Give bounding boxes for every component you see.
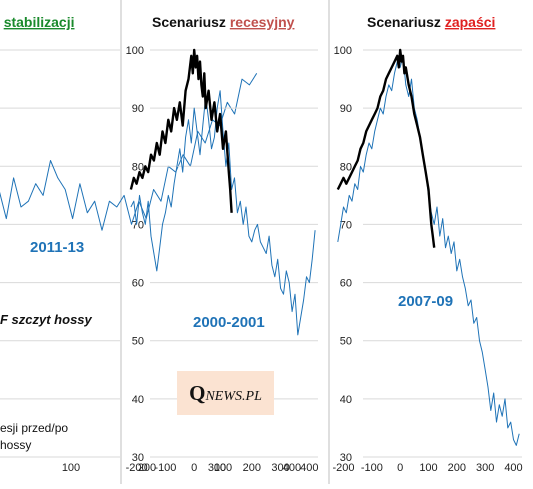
y-tick-label: 30	[340, 452, 352, 464]
peak-note: F szczyt hossy	[0, 312, 93, 327]
x-tick-label: 200	[243, 462, 261, 474]
chart-title-prefix: Scenariusz	[367, 14, 445, 30]
y-tick-label: 100	[334, 45, 352, 57]
y-tick-label: 70	[132, 219, 144, 231]
x-tick-label: 100	[419, 462, 437, 474]
series-thick-line	[336, 48, 436, 248]
x-tick-label: 200	[138, 462, 156, 474]
watermark-logo: QNEWS.PL	[177, 371, 274, 415]
x-tick-label: -200	[126, 462, 148, 474]
y-tick-label: 50	[340, 336, 352, 348]
y-tick-label: 90	[132, 103, 144, 115]
period-label: 2000-2001	[193, 314, 265, 331]
x-tick-label: 300	[476, 462, 494, 474]
x-tick-label: 400	[504, 462, 522, 474]
y-tick-label: 60	[340, 278, 352, 290]
legend-text-line2: hossy	[0, 438, 31, 452]
chart-title-highlight: stabilizacji	[4, 14, 75, 30]
x-tick-label: 100	[214, 462, 232, 474]
x-tick-label: 400	[283, 462, 301, 474]
chart-title-highlight: recesyjny	[230, 14, 295, 30]
y-tick-label: 50	[132, 336, 144, 348]
period-label: 2007-09	[398, 293, 453, 310]
x-tick-label: 0	[191, 462, 197, 474]
y-tick-label: 30	[132, 452, 144, 464]
chart-title-highlight: zapaści	[445, 14, 496, 30]
x-tick-label: 200	[448, 462, 466, 474]
x-tick-label: 0	[397, 462, 403, 474]
chart-title-prefix: Scenariusz	[152, 14, 230, 30]
x-tick-label: 400	[300, 462, 318, 474]
x-tick-label: 300	[208, 462, 226, 474]
x-tick-label: -100	[154, 462, 176, 474]
chart-title: sz stabilizacji	[0, 14, 75, 30]
series-thin-line	[337, 55, 520, 446]
chart-title: Scenariusz zapaści	[367, 14, 495, 30]
y-tick-label: 80	[132, 161, 144, 173]
watermark-logo-text: QNEWS.PL	[189, 380, 262, 405]
y-tick-label: 90	[340, 103, 352, 115]
chart-title: Scenariusz recesyjny	[152, 14, 295, 30]
y-tick-label: 60	[132, 278, 144, 290]
y-tick-label: 40	[132, 394, 144, 406]
series-thin-line	[130, 90, 316, 336]
period-label: 2011-13	[30, 239, 84, 256]
series-thick-line	[129, 48, 233, 213]
chart-title-prefix: sz	[0, 14, 4, 30]
x-tick-label: 300	[271, 462, 289, 474]
y-tick-label: 70	[340, 219, 352, 231]
legend-text-line1: esji przed/po	[0, 421, 68, 435]
series-thin-line	[0, 73, 258, 231]
y-tick-label: 40	[340, 394, 352, 406]
x-tick-label: 100	[62, 462, 80, 474]
x-tick-label: -200	[332, 462, 354, 474]
x-tick-label: -100	[361, 462, 383, 474]
y-tick-label: 80	[340, 161, 352, 173]
y-tick-label: 100	[126, 45, 144, 57]
